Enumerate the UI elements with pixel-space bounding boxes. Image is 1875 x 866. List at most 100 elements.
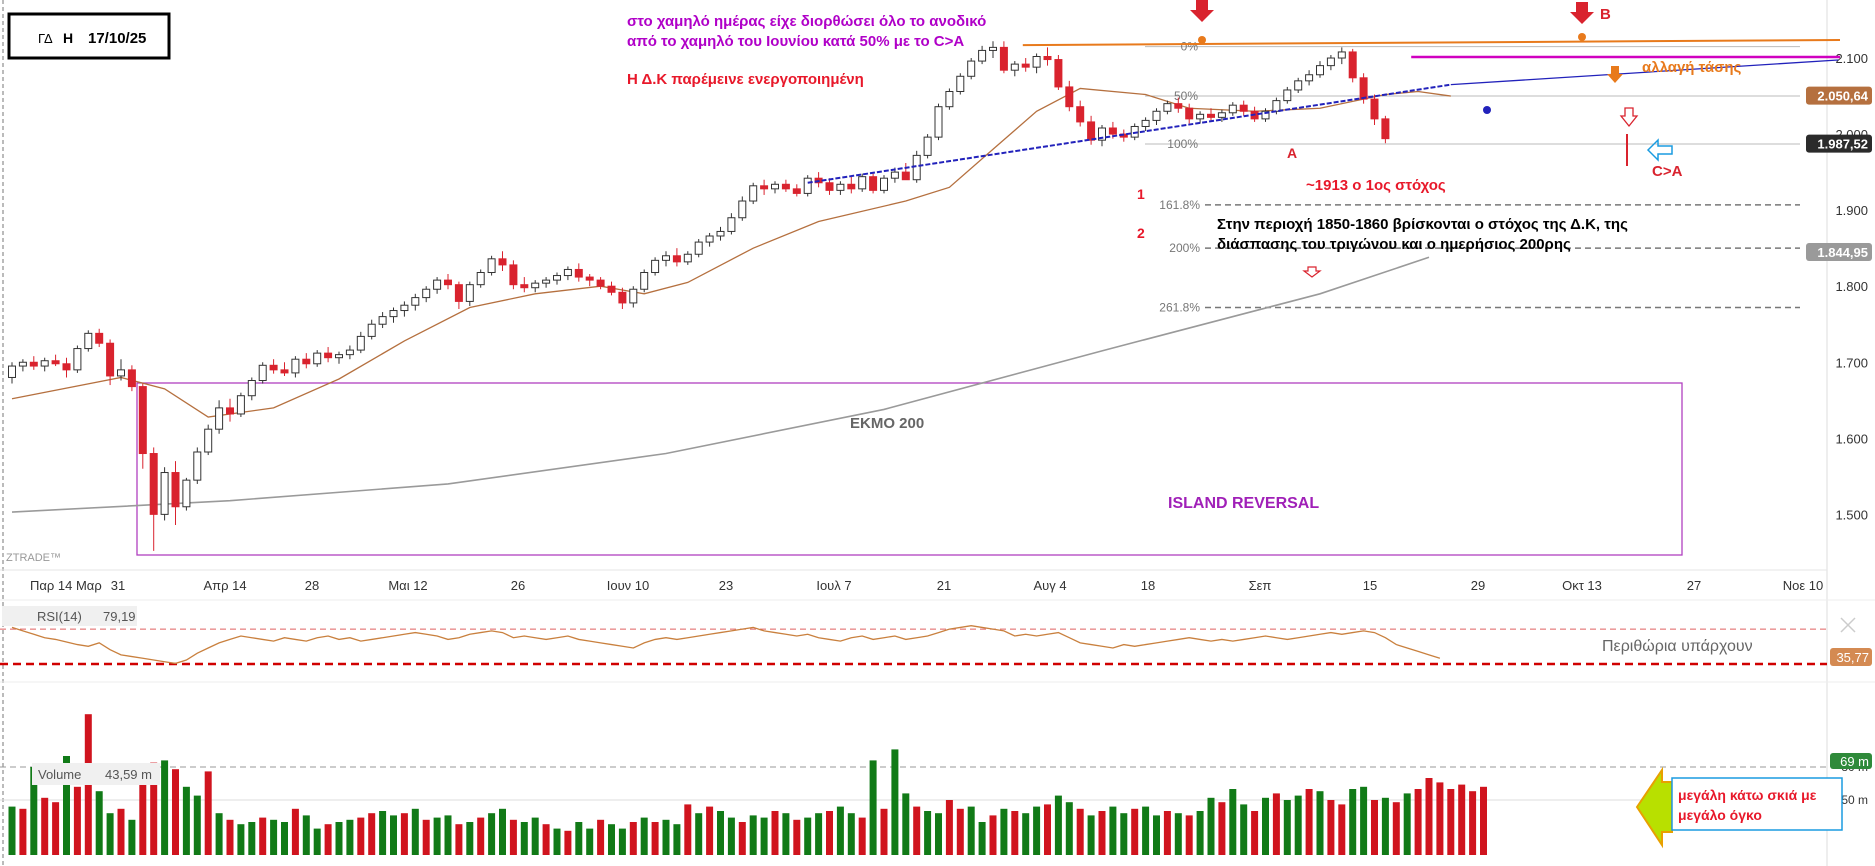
candle-body (378, 316, 387, 325)
rsi-last-badge (1830, 648, 1872, 666)
note-correction-line2: από το χαμηλό του Ιουνίου κατά 50% με το… (627, 33, 964, 50)
volume-bar (237, 824, 245, 855)
descending-top-trendline (1022, 39, 1841, 47)
time-tick-label: 23 (719, 578, 733, 593)
volume-bar (1022, 813, 1030, 855)
volume-bar (542, 824, 550, 855)
price-badge (1806, 86, 1872, 105)
volume-bar (281, 822, 288, 855)
candle-body (1272, 100, 1281, 112)
ascending-trendline (807, 83, 1451, 184)
volume-bar (1087, 815, 1095, 855)
candle-body (1032, 56, 1041, 68)
hollow-arrow-down-icon (1619, 107, 1639, 128)
volume-bar (117, 808, 125, 855)
time-tick-label: 29 (1471, 578, 1485, 593)
time-tick-label: Απρ 14 (203, 578, 246, 593)
candle-body (1305, 74, 1314, 82)
time-tick-label: 18 (1141, 578, 1155, 593)
candle-body (40, 360, 49, 367)
candle-body (400, 304, 409, 312)
volume-bar (858, 817, 866, 855)
note-1850-line2: διάσπασης του τριγώνου και ο ημερήσιος 2… (1217, 236, 1571, 253)
candle-body (847, 183, 856, 190)
wave-b-label: B (1600, 6, 1611, 23)
candle-body (302, 358, 311, 365)
time-tick-label: Ιουλ 7 (816, 578, 851, 593)
volume-bar (1044, 804, 1051, 855)
time-tick-label: 26 (511, 578, 525, 593)
candle-body (869, 176, 878, 191)
volume-bar (1414, 789, 1422, 855)
candle-body (1239, 104, 1248, 112)
volume-bar (717, 811, 724, 855)
candle-body (640, 272, 649, 290)
volume-bar (749, 815, 757, 855)
candle-body (1207, 113, 1215, 118)
volume-bar (608, 824, 615, 855)
volume-bar (1240, 804, 1248, 855)
candles-group (8, 41, 1390, 551)
candle-body (825, 182, 834, 191)
volume-bar (891, 749, 899, 855)
volume-bar (215, 813, 223, 855)
volume-bar (466, 822, 474, 855)
volume-bar (1425, 778, 1433, 855)
trend-change-arrow-icon (1607, 66, 1623, 83)
candle-body (1228, 104, 1237, 114)
candle-body (967, 60, 976, 77)
volume-bar (1251, 811, 1259, 855)
candle-body (258, 364, 267, 382)
volume-bar (499, 808, 506, 855)
volume-bar (738, 822, 746, 855)
volume-bar (1011, 811, 1019, 855)
candle-body (324, 352, 333, 359)
volume-bar (400, 813, 408, 855)
ma200-line (11, 256, 1430, 513)
fib-level-label: 0% (1181, 40, 1199, 54)
volume-bar (1360, 786, 1368, 855)
candle-body (444, 279, 452, 286)
ca-arrow-left-icon (1646, 138, 1673, 162)
time-tick-label: Μαι 12 (388, 578, 427, 593)
candle-body (84, 332, 93, 350)
time-tick-label: Σεπ (1249, 578, 1272, 593)
small-arrow-down-icon (1302, 266, 1322, 278)
volume-bar (804, 817, 812, 855)
volume-bar (19, 808, 27, 855)
candle-body (585, 276, 594, 281)
volume-bar (1153, 815, 1160, 855)
candle-body (465, 284, 474, 302)
volume-bar (1403, 793, 1411, 855)
candle-body (1381, 118, 1390, 140)
time-tick-label: Νοε 10 (1783, 578, 1824, 593)
volume-bar (1229, 789, 1237, 855)
rsi-note-label: Περιθώρια υπάρχουν (1602, 638, 1753, 655)
candle-body (934, 106, 943, 138)
time-tick-label: 31 (111, 578, 125, 593)
volume-bar (640, 817, 648, 855)
candle-body (890, 171, 899, 179)
volume-bar (379, 811, 387, 855)
volume-bar (956, 808, 964, 855)
volume-bar (1305, 789, 1313, 855)
volume-bar (989, 815, 997, 855)
candle-body (106, 342, 115, 377)
peak-b-dot (1578, 33, 1586, 41)
candle-body (226, 407, 234, 415)
volume-bar (727, 817, 735, 855)
candle-body (727, 217, 736, 232)
volume-bar (1436, 782, 1444, 855)
candle-body (672, 255, 681, 263)
rsi-line (11, 625, 1441, 665)
b-arrow-down-icon (1570, 2, 1594, 24)
candle-body (662, 255, 670, 261)
volume-bar (291, 808, 299, 855)
volume-bar (1065, 802, 1073, 855)
candle-body (760, 185, 769, 190)
candle-body (367, 323, 376, 337)
price-tick-label: 1.500 (1835, 507, 1868, 522)
header-index-code: ΓΔ (38, 31, 53, 46)
